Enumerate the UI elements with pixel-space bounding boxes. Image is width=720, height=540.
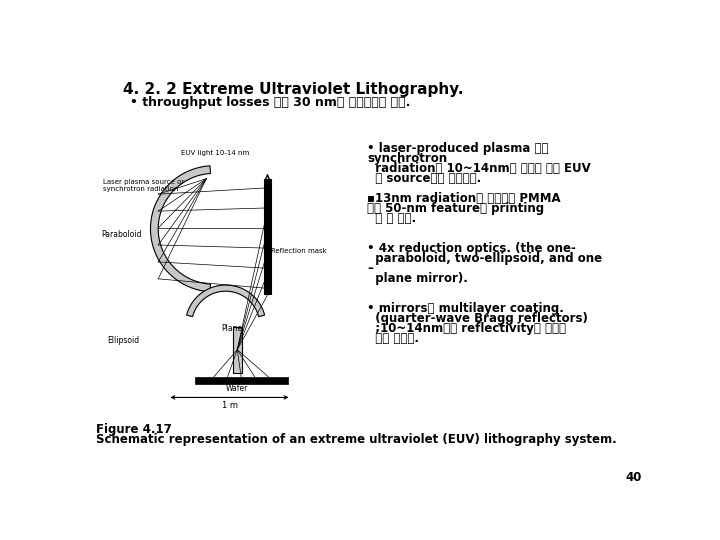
Text: plane mirror).: plane mirror). xyxy=(367,272,468,285)
Text: –: – xyxy=(367,262,374,275)
Text: 할 수 있다.: 할 수 있다. xyxy=(367,212,417,225)
Text: synchrotron: synchrotron xyxy=(367,152,448,165)
Text: 40: 40 xyxy=(626,471,642,484)
Text: radiation이 10~14nm의 파장을 갖는 EUV: radiation이 10~14nm의 파장을 갖는 EUV xyxy=(367,162,591,175)
Text: 4. 2. 2 Extreme Ultraviolet Lithography.: 4. 2. 2 Extreme Ultraviolet Lithography. xyxy=(122,82,463,97)
Text: Wafer: Wafer xyxy=(225,384,248,393)
Polygon shape xyxy=(150,166,210,292)
Text: Laser plasma source or
synchrotron radiation: Laser plasma source or synchrotron radia… xyxy=(103,179,184,192)
Text: Ellipsoid: Ellipsoid xyxy=(107,336,139,345)
Text: EUV light 10-14 nm: EUV light 10-14 nm xyxy=(181,150,250,156)
Polygon shape xyxy=(233,327,242,373)
Text: Plane: Plane xyxy=(222,325,243,333)
Text: Reflection mask: Reflection mask xyxy=(271,248,327,254)
Text: • laser-produced plasma 혹은: • laser-produced plasma 혹은 xyxy=(367,142,549,155)
Text: ;10~14nm에서 reflectivity를 최대화: ;10~14nm에서 reflectivity를 최대화 xyxy=(367,322,567,335)
Polygon shape xyxy=(194,377,287,384)
Text: ▪13nm radiation을 사용하여 PMMA: ▪13nm radiation을 사용하여 PMMA xyxy=(367,192,561,205)
Text: 로써 50-nm feature를 printing: 로써 50-nm feature를 printing xyxy=(367,202,544,215)
Polygon shape xyxy=(186,285,265,316)
Polygon shape xyxy=(264,179,271,294)
Text: 하는 것이다.: 하는 것이다. xyxy=(367,332,420,345)
Text: Figure 4.17: Figure 4.17 xyxy=(96,423,172,436)
Text: Schematic representation of an extreme ultraviolet (EUV) lithography system.: Schematic representation of an extreme u… xyxy=(96,433,617,446)
Text: paraboloid, two-ellipsoid, and one: paraboloid, two-ellipsoid, and one xyxy=(367,252,603,265)
Text: 의 source로서 사용된다.: 의 source로서 사용된다. xyxy=(367,172,482,185)
Text: (quarter-wave Bragg reflectors): (quarter-wave Bragg reflectors) xyxy=(367,312,588,325)
Text: • mirrors는 multilayer coating.: • mirrors는 multilayer coating. xyxy=(367,302,564,315)
Text: • 4x reduction optics. (the one-: • 4x reduction optics. (the one- xyxy=(367,242,576,255)
Text: 1 m: 1 m xyxy=(222,401,238,409)
Text: Paraboloid: Paraboloid xyxy=(102,231,142,239)
Text: • throughput losses 없이 30 nm의 최소선폭이 가능.: • throughput losses 없이 30 nm의 최소선폭이 가능. xyxy=(130,96,410,109)
